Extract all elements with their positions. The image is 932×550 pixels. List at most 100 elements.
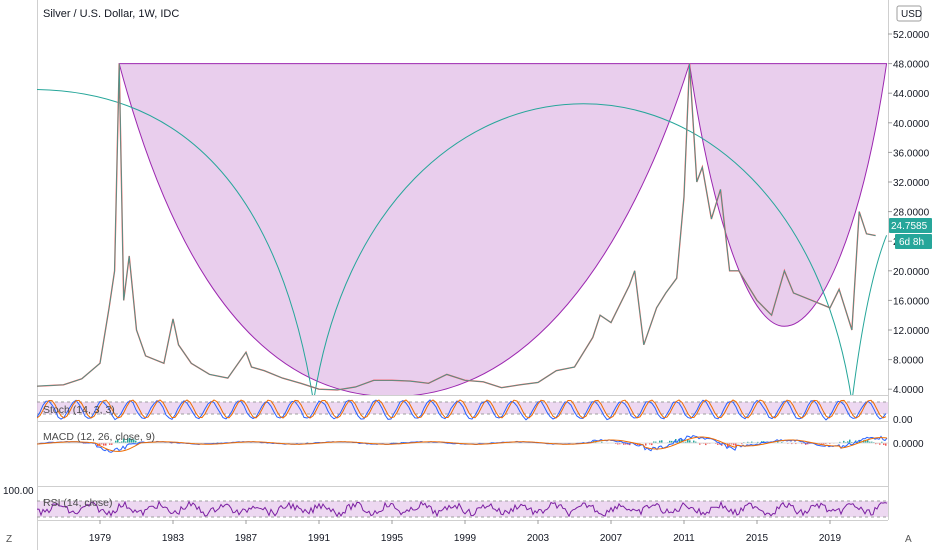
- stoch-axis-tick: 0.00: [893, 415, 913, 426]
- macd-histogram-bar: [881, 441, 883, 443]
- macd-histogram-bar: [125, 441, 127, 443]
- price-tick-label: 36.0000: [893, 148, 930, 159]
- macd-histogram-bar: [839, 441, 841, 443]
- macd-axis-tick: 0.0000: [893, 439, 924, 450]
- macd-histogram-bar: [731, 443, 733, 445]
- macd-histogram-bar: [131, 438, 133, 443]
- macd-histogram-bar: [671, 440, 673, 443]
- arc-drawing-right[interactable]: [852, 235, 888, 402]
- macd-histogram-bar: [625, 443, 627, 445]
- macd-histogram-bar: [111, 443, 113, 445]
- macd-histogram-bar: [871, 441, 873, 443]
- price-tick-label: 44.0000: [893, 89, 930, 100]
- macd-histogram-bar: [819, 443, 821, 445]
- macd-histogram-bar: [655, 441, 657, 443]
- macd-histogram-bar: [687, 439, 689, 443]
- macd-histogram-bar: [99, 443, 101, 445]
- macd-histogram-bar: [121, 441, 123, 443]
- time-axis[interactable]: 1979 1983 1987 1991 1995 1999 2003 2007 2011 2015…: [89, 520, 842, 544]
- macd-histogram-bar: [851, 441, 853, 443]
- macd-histogram-bar: [791, 443, 793, 445]
- macd-histogram-bar: [135, 440, 137, 443]
- macd-histogram-bar: [105, 443, 107, 446]
- macd-histogram-bar: [875, 443, 877, 445]
- macd-histogram-bar: [863, 440, 865, 443]
- last-price-badge[interactable]: 24.7585 6d 8h: [889, 218, 932, 249]
- bar-countdown: 6d 8h: [899, 237, 924, 248]
- macd-histogram-bar: [847, 441, 849, 443]
- macd-histogram-bar: [123, 438, 125, 443]
- price-axis[interactable]: 4.00008.000012.000016.000020.000024.0000…: [888, 30, 930, 396]
- macd-histogram-bar: [133, 439, 135, 443]
- macd-histogram-bar: [681, 439, 683, 443]
- macd-histogram-bar: [751, 441, 753, 443]
- price-series: [37, 63, 876, 391]
- price-tick-label: 20.0000: [893, 267, 930, 278]
- macd-histogram-bar: [807, 443, 809, 445]
- rsi-band: [37, 501, 888, 517]
- macd-histogram-bar: [867, 440, 869, 443]
- chart-title: Silver / U.S. Dollar, 1W, IDC: [43, 8, 179, 20]
- macd-histogram-bar: [693, 440, 695, 443]
- macd-histogram-bar: [805, 443, 807, 445]
- macd-histogram-bar: [717, 443, 719, 445]
- macd-histogram-bar: [885, 443, 887, 446]
- arc-drawing-left[interactable]: [36, 89, 313, 402]
- time-tick-label: 1987: [235, 533, 258, 544]
- macd-histogram-bar: [843, 440, 845, 443]
- macd-histogram-bar: [729, 443, 731, 445]
- auto-scale-button[interactable]: A: [905, 534, 912, 545]
- zoom-button[interactable]: Z: [6, 534, 12, 545]
- macd-histogram-bar: [619, 443, 621, 445]
- cup-pattern-drawing[interactable]: [118, 63, 888, 397]
- macd-histogram-bar: [129, 437, 131, 443]
- time-tick-label: 1999: [454, 533, 477, 544]
- price-tick-label: 28.0000: [893, 208, 930, 219]
- macd-histogram-bar: [679, 439, 681, 443]
- macd-histogram-bar: [685, 441, 687, 443]
- time-tick-label: 1979: [89, 533, 112, 544]
- time-tick-label: 1991: [308, 533, 331, 544]
- macd-histogram-bar: [747, 441, 749, 443]
- macd-label[interactable]: MACD (12, 26, close, 9): [43, 431, 155, 443]
- macd-histogram-bar: [645, 443, 647, 446]
- time-tick-label: 2003: [527, 533, 550, 544]
- price-tick-label: 4.0000: [893, 385, 924, 396]
- price-tick-label: 16.0000: [893, 296, 930, 307]
- stoch-k-line: [37, 399, 887, 421]
- stoch-d-line: [37, 399, 887, 419]
- time-tick-label: 1983: [162, 533, 185, 544]
- macd-histogram-bar: [101, 443, 103, 445]
- currency-button[interactable]: USD: [896, 5, 922, 22]
- price-tick-label: 40.0000: [893, 119, 930, 130]
- price-tick-label: 8.0000: [893, 356, 924, 367]
- macd-histogram-bar: [865, 441, 867, 443]
- time-tick-label: 2015: [746, 533, 769, 544]
- macd-histogram-bar: [735, 443, 737, 446]
- time-tick-label: 2019: [819, 533, 842, 544]
- rsi-label[interactable]: RSI (14, close): [43, 497, 112, 509]
- macd-histogram-bar: [689, 440, 691, 443]
- macd-histogram-bar: [829, 443, 831, 445]
- macd-histogram-bar: [781, 441, 783, 443]
- macd-histogram-bar: [623, 443, 625, 445]
- arc-drawing-middle[interactable]: [314, 103, 852, 402]
- macd-histogram-bar: [869, 441, 871, 443]
- macd-histogram-bar: [653, 441, 655, 443]
- macd-histogram-bar: [825, 443, 827, 445]
- macd-histogram-bar: [859, 440, 861, 443]
- time-tick-label: 1995: [381, 533, 404, 544]
- macd-histogram-bar: [677, 441, 679, 443]
- macd-histogram-bar: [109, 443, 111, 445]
- macd-histogram-bar: [741, 443, 743, 445]
- rsi-line: [37, 500, 888, 518]
- macd-histogram-bar: [795, 443, 797, 445]
- macd-histogram-bar: [649, 443, 651, 445]
- stoch-label[interactable]: Stoch (14, 3, 3): [43, 404, 115, 416]
- macd-histogram-bar: [615, 443, 617, 445]
- macd-histogram-bar: [127, 438, 129, 443]
- macd-histogram-bar: [801, 443, 803, 445]
- macd-histogram-bar: [705, 443, 707, 446]
- macd-histogram-bar: [733, 443, 735, 446]
